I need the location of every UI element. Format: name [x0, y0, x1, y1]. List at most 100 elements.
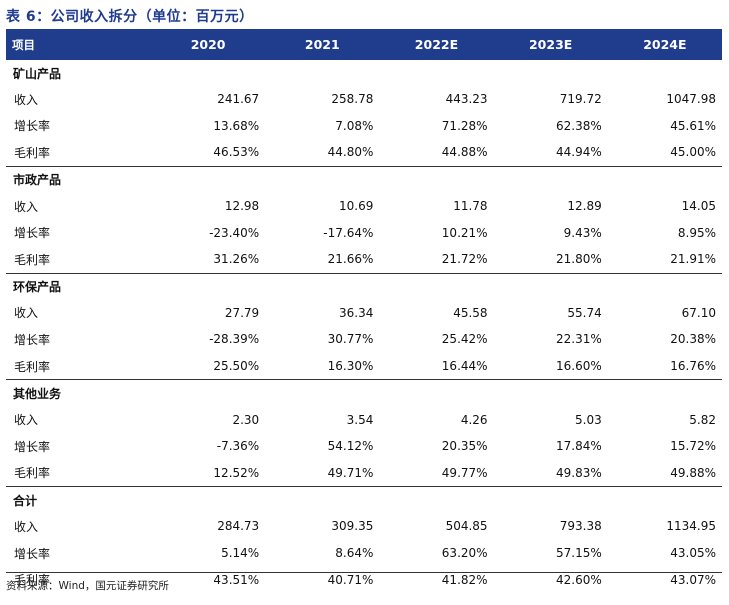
table-cell: 49.77%: [441, 465, 488, 480]
section-row: 市政产品: [6, 165, 722, 193]
header-year: 2024E: [607, 29, 722, 60]
table-cell: 12.98: [224, 199, 260, 214]
table-row: 收入 2.30 3.54 4.26 5.03 5.82: [6, 406, 722, 433]
table-header-row: 项目 2020 2021 2022E 2023E 2024E: [6, 29, 722, 60]
table-cell: 4.26: [460, 412, 488, 427]
table-cell: 44.88%: [441, 145, 488, 160]
section-title: 矿山产品: [13, 66, 62, 81]
table-cell: 719.72: [559, 92, 602, 107]
table-cell: 49.88%: [670, 465, 716, 480]
row-label: 收入: [14, 519, 39, 534]
table-cell: 54.12%: [327, 439, 374, 454]
table-cell: 8.95%: [677, 225, 716, 240]
table-cell: 5.14%: [221, 546, 260, 561]
section-row: 合计: [6, 486, 722, 514]
table-cell: 42.60%: [555, 572, 602, 587]
row-label: 收入: [14, 306, 39, 321]
row-label: 毛利率: [14, 573, 51, 588]
table-row: 增长率 13.68% 7.08% 71.28% 62.38% 45.61%: [6, 113, 722, 140]
row-label: 增长率: [14, 226, 51, 241]
table-row: 毛利率 12.52% 49.71% 49.77% 49.83% 49.88%: [6, 460, 722, 487]
table-cell: 5.03: [575, 412, 602, 427]
table-cell: 2.30: [232, 412, 260, 427]
table-cell: 20.38%: [670, 332, 716, 347]
table-cell: 67.10: [681, 305, 716, 320]
table-cell: 241.67: [217, 92, 260, 107]
table-cell: 25.50%: [213, 359, 260, 374]
table-cell: -23.40%: [209, 225, 260, 240]
table-cell: 13.68%: [213, 118, 260, 133]
table-cell: 36.34: [339, 305, 374, 320]
table-row: 收入 12.98 10.69 11.78 12.89 14.05: [6, 193, 722, 220]
table-cell: 17.84%: [555, 439, 602, 454]
table-cell: 284.73: [217, 519, 260, 534]
table-cell: 27.79: [224, 305, 260, 320]
row-label: 增长率: [14, 119, 51, 134]
table-cell: 1134.95: [666, 519, 716, 534]
table-cell: 46.53%: [213, 145, 260, 160]
header-year: 2020: [151, 29, 266, 60]
table-cell: 40.71%: [327, 572, 374, 587]
table-cell: 258.78: [331, 92, 374, 107]
section-title: 合计: [6, 486, 722, 514]
table-cell: 1047.98: [666, 92, 716, 107]
table-cell: 20.35%: [441, 439, 488, 454]
table-row: 增长率 -28.39% 30.77% 25.42% 22.31% 20.38%: [6, 326, 722, 353]
table-cell: 71.28%: [441, 118, 488, 133]
table-cell: 443.23: [445, 92, 488, 107]
table-cell: 12.52%: [213, 465, 260, 480]
row-label: 收入: [14, 92, 39, 107]
header-year: 2023E: [493, 29, 608, 60]
table-row: 毛利率 43.51% 40.71% 41.82% 42.60% 43.07%: [6, 566, 722, 593]
row-label: 毛利率: [14, 252, 51, 267]
table-cell: 16.30%: [327, 359, 374, 374]
table-cell: 16.76%: [670, 359, 716, 374]
table-cell: 14.05: [681, 199, 716, 214]
table-cell: 49.71%: [327, 465, 374, 480]
section-title: 其他业务: [6, 379, 722, 407]
table-cell: 49.83%: [555, 465, 602, 480]
row-label: 毛利率: [14, 145, 51, 160]
row-label: 增长率: [14, 439, 51, 454]
table-cell: 9.43%: [563, 225, 602, 240]
table-cell: 21.66%: [327, 252, 374, 267]
table-cell: 30.77%: [327, 332, 374, 347]
table-cell: 5.82: [689, 412, 716, 427]
table-row: 增长率 -23.40% -17.64% 10.21% 9.43% 8.95%: [6, 219, 722, 246]
source-note: 资料来源：Wind，国元证券研究所: [6, 580, 169, 592]
header-item-label: 项目: [6, 29, 151, 60]
section-title: 环保产品: [6, 272, 722, 300]
row-label: 毛利率: [14, 466, 51, 481]
table-cell: 41.82%: [441, 572, 488, 587]
table-cell: 15.72%: [670, 439, 716, 454]
row-label: 毛利率: [14, 359, 51, 374]
table-cell: 309.35: [331, 519, 374, 534]
header-year: 2022E: [379, 29, 494, 60]
table-cell: 44.80%: [327, 145, 374, 160]
section-row: 矿山产品: [6, 60, 722, 86]
table-cell: 22.31%: [555, 332, 602, 347]
table-cell: 43.07%: [670, 572, 716, 587]
table-cell: 7.08%: [335, 118, 374, 133]
row-label: 增长率: [14, 546, 51, 561]
section-title: 市政产品: [6, 165, 722, 193]
table-cell: 45.58: [453, 305, 488, 320]
table-cell: -17.64%: [323, 225, 374, 240]
table-cell: 57.15%: [555, 546, 602, 561]
table-cell: 16.60%: [555, 359, 602, 374]
table-cell: 11.78: [453, 199, 488, 214]
table-row: 毛利率 46.53% 44.80% 44.88% 44.94% 45.00%: [6, 139, 722, 166]
row-label: 收入: [14, 199, 39, 214]
table-cell: 43.51%: [213, 572, 260, 587]
table-title: 表 6：公司收入拆分（单位：百万元）: [6, 9, 254, 25]
row-label: 增长率: [14, 332, 51, 347]
table-cell: 10.69: [339, 199, 374, 214]
table-cell: 45.00%: [670, 145, 716, 160]
table-row: 收入 241.67 258.78 443.23 719.72 1047.98: [6, 86, 722, 113]
table-cell: 45.61%: [670, 118, 716, 133]
table-cell: 793.38: [559, 519, 602, 534]
table-cell: 43.05%: [670, 546, 716, 561]
table-cell: 55.74: [567, 305, 602, 320]
table-cell: 63.20%: [441, 546, 488, 561]
section-row: 环保产品: [6, 272, 722, 300]
